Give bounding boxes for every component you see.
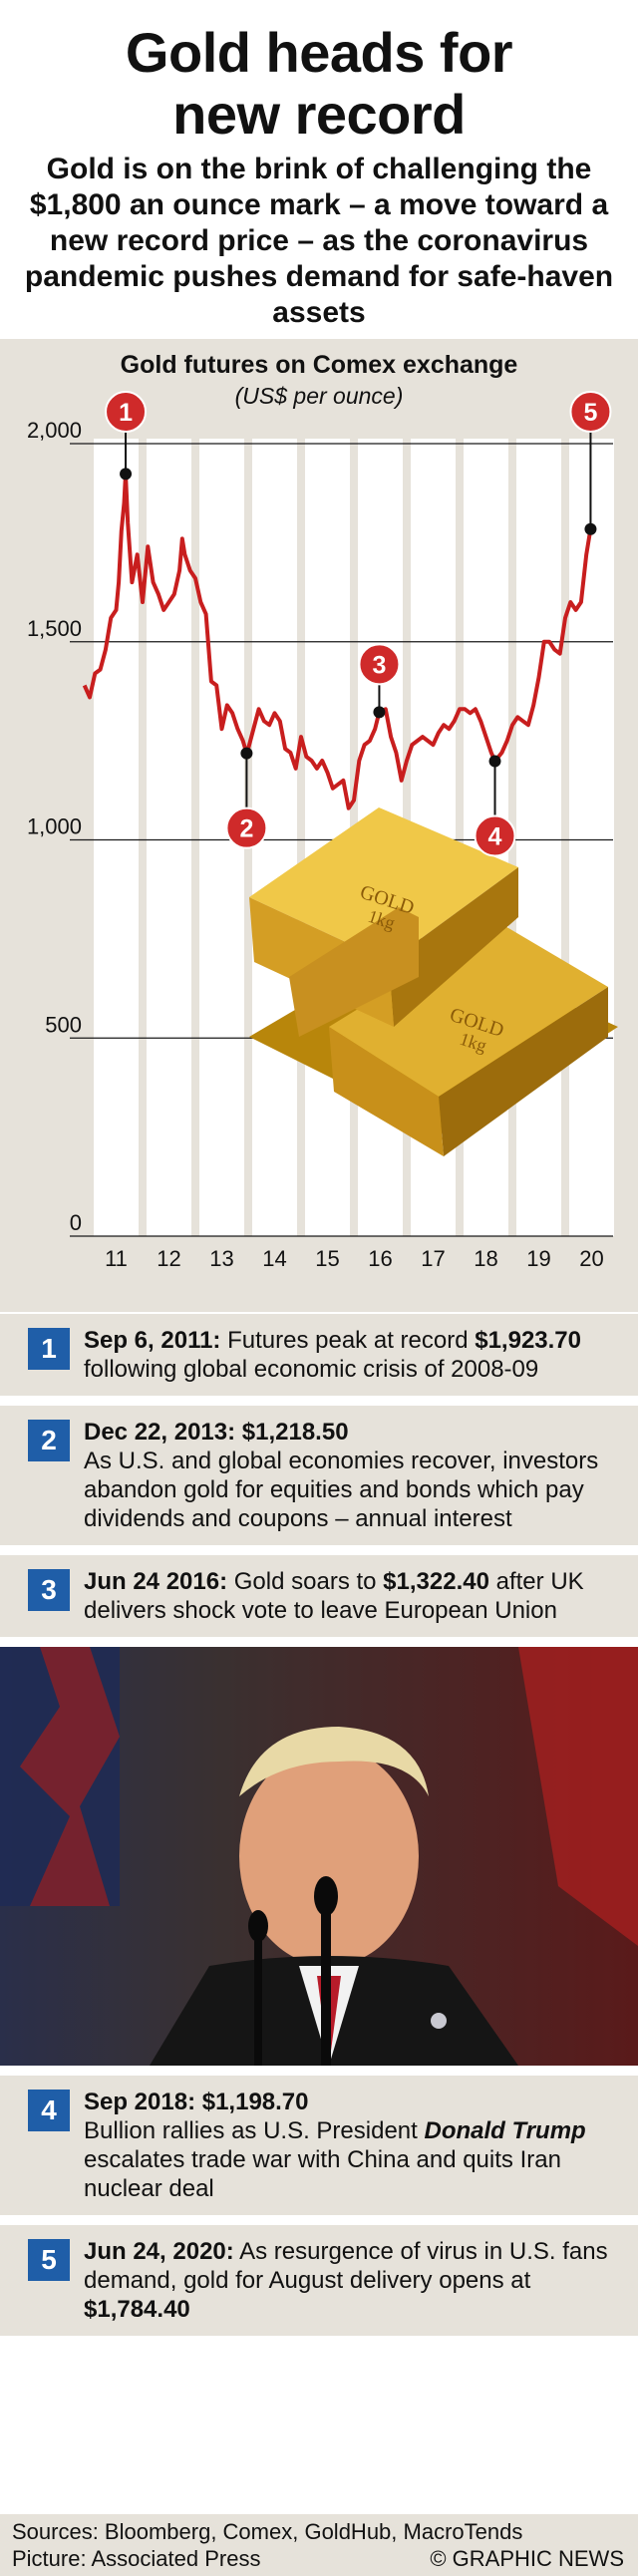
footer: Sources: Bloomberg, Comex, GoldHub, Macr… [0,2514,638,2576]
x-tick-label: 19 [526,1246,550,1271]
y-tick-label: 500 [45,1012,82,1037]
marker-badge [474,814,516,857]
event-price: $1,923.70 [475,1327,582,1354]
event-text: Futures peak at record [220,1327,476,1354]
y-tick-label: 1,500 [27,616,82,641]
gold-bar-side [439,987,608,1156]
event-date: Sep 2018: $1,198.70 [84,2089,309,2115]
sources-text: Sources: Bloomberg, Comex, GoldHub, Macr… [12,2519,523,2544]
event-item-1: 1 Sep 6, 2011: Futures peak at record $1… [0,1314,638,1396]
x-tick-label: 17 [421,1246,445,1271]
year-column [569,439,614,1236]
event-text: As resurgence of virus in U.S. fans dema… [84,2238,608,2294]
gold-bar-side [389,867,518,1027]
x-tick-label: 18 [474,1246,497,1271]
marker-dot [373,706,386,719]
marker-label: 4 [488,823,502,851]
event-text: Gold soars to [227,1568,384,1595]
event-date: Jun 24, 2020: [84,2238,234,2265]
chart-title: Gold futures on Comex exchange [120,351,518,379]
marker-label: 1 [119,399,133,427]
title-line-2: new record [172,83,466,146]
marker-dot [584,522,597,535]
y-tick-label: 0 [70,1210,82,1235]
event-number: 1 [28,1328,70,1370]
event-date: Dec 22, 2013: $1,218.50 [84,1419,349,1446]
event-text: As U.S. and global economies recover, in… [84,1448,599,1532]
x-tick-label: 15 [315,1246,339,1271]
event-number: 3 [28,1569,70,1611]
event-name: Donald Trump [424,2117,586,2144]
gold-bar-front [329,1027,444,1156]
gold-bar-top [329,922,608,1097]
year-column [516,439,561,1236]
x-tick-label: 16 [368,1246,392,1271]
year-column [147,439,191,1236]
marker-badge [225,806,268,849]
page-subtitle: Gold is on the brink of challenging the … [24,153,614,329]
marker-dot [120,468,133,481]
event-number: 4 [28,2090,70,2131]
marker-badge [569,391,612,433]
x-tick-label: 11 [105,1246,128,1271]
x-tick-label: 12 [157,1246,180,1271]
y-tick-label: 1,000 [27,814,82,839]
gold-price-line [82,472,593,810]
x-tick-label: 20 [579,1246,603,1271]
event-item-3: 3 Jun 24 2016: Gold soars to $1,322.40 a… [0,1555,638,1637]
event-text: escalates trade war with China and quits… [84,2146,561,2202]
marker-badge [358,643,401,686]
marker-label: 5 [583,399,597,427]
event-item-5: 5 Jun 24, 2020: As resurgence of virus i… [0,2225,638,2336]
event-text: following global economic crisis of 2008… [84,1356,539,1383]
title-line-1: Gold heads for [125,21,513,84]
event-number: 5 [28,2239,70,2281]
page-title: Gold heads for new record [0,22,638,146]
x-tick-label: 14 [262,1246,286,1271]
event-text: Bullion rallies as U.S. President [84,2117,425,2144]
trump-photo [0,1647,638,2066]
chart-unit: (US$ per ounce) [234,383,404,409]
picture-credit: Picture: Associated Press [12,2546,261,2571]
y-tick-label: 2,000 [27,418,82,443]
gold-bar-top [249,807,518,962]
event-price: $1,322.40 [383,1568,489,1595]
x-tick-label: 13 [209,1246,233,1271]
event-number: 2 [28,1420,70,1461]
gold-bar-middle [289,907,419,1037]
marker-dot [488,755,501,768]
event-text: after UK delivers shock vote to leave Eu… [84,1568,584,1624]
marker-dot [240,747,253,760]
marker-label: 2 [239,815,253,843]
event-price: $1,784.40 [84,2296,190,2323]
marker-badge [105,391,148,433]
event-list: 1 Sep 6, 2011: Futures peak at record $1… [0,1314,638,2346]
portrait-illustration [0,1647,638,2066]
marker-label: 3 [372,651,386,679]
event-item-4: 4 Sep 2018: $1,198.70 Bullion rallies as … [0,2076,638,2215]
graphic-news-credit: © GRAPHIC NEWS [430,2546,624,2571]
event-item-2: 2 Dec 22, 2013: $1,218.50 As U.S. and glo… [0,1406,638,1545]
event-date: Jun 24 2016: [84,1568,228,1595]
event-date: Sep 6, 2011: [84,1327,221,1354]
